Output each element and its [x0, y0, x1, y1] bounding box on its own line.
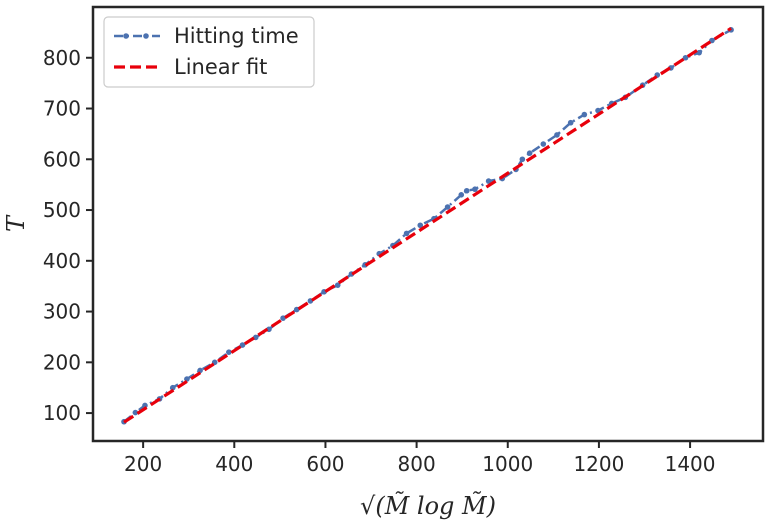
axes-frame: [91, 5, 765, 443]
data-point-hitting-time: [554, 132, 560, 138]
data-point-hitting-time: [567, 119, 574, 126]
data-point-hitting-time: [458, 192, 465, 198]
x-tick-label: 200: [124, 452, 162, 476]
y-tick-label: 300: [43, 300, 81, 324]
data-point-hitting-time: [132, 409, 139, 416]
legend-marker: [123, 33, 129, 39]
data-point-hitting-time: [709, 37, 715, 44]
x-axis-label: √(M̃ log M̃): [360, 492, 496, 520]
data-point-hitting-time: [463, 187, 470, 194]
y-tick-label: 100: [43, 401, 81, 425]
data-point-hitting-time: [169, 384, 176, 391]
x-tick-label: 1000: [482, 452, 533, 476]
y-axis-label: T: [2, 214, 30, 232]
legend-label-linear-fit: Linear fit: [174, 55, 267, 79]
data-point-hitting-time: [682, 54, 689, 61]
x-tick-label: 400: [215, 452, 253, 476]
data-point-hitting-time: [334, 282, 341, 288]
series-line-linear-fit: [123, 26, 732, 424]
data-point-hitting-time: [226, 349, 232, 355]
legend-label-hitting-time: Hitting time: [174, 24, 299, 48]
data-point-hitting-time: [696, 49, 702, 56]
x-tick-label: 800: [398, 452, 436, 476]
y-tick-label: 800: [43, 46, 81, 70]
data-point-hitting-time: [403, 230, 410, 237]
data-point-hitting-time: [540, 141, 547, 147]
data-point-hitting-time: [472, 186, 478, 193]
data-point-hitting-time: [519, 156, 526, 163]
legend: Hitting time Linear fit: [103, 16, 315, 88]
y-axis-ticks: 100 200 300 400 500 600 700 800: [43, 46, 93, 425]
data-point-hitting-time: [444, 204, 451, 210]
data-point-hitting-time: [239, 342, 246, 348]
y-tick-label: 500: [43, 198, 81, 222]
y-tick-label: 700: [43, 97, 81, 121]
x-tick-label: 1200: [573, 452, 624, 476]
plot-area: [121, 26, 734, 425]
data-point-hitting-time: [581, 111, 588, 118]
y-tick-label: 400: [43, 249, 81, 273]
y-tick-label: 200: [43, 350, 81, 374]
x-tick-label: 1400: [665, 452, 716, 476]
data-point-hitting-time: [142, 402, 148, 409]
legend-marker: [143, 33, 149, 39]
data-point-hitting-time: [485, 178, 492, 184]
data-point-hitting-time: [526, 150, 533, 156]
x-axis-ticks: 200 400 600 800 1000 1200 1400: [124, 441, 716, 476]
y-tick-label: 600: [43, 147, 81, 171]
legend-box: [103, 16, 315, 88]
x-tick-label: 600: [306, 452, 344, 476]
data-point-hitting-time: [417, 222, 424, 229]
